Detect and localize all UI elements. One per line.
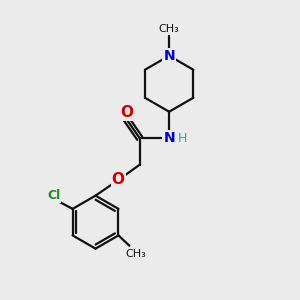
Text: CH₃: CH₃ — [159, 24, 179, 34]
Text: O: O — [112, 172, 125, 187]
Text: CH₃: CH₃ — [125, 249, 146, 259]
Text: H: H — [178, 132, 187, 145]
Text: N: N — [163, 131, 175, 145]
Text: O: O — [120, 105, 133, 120]
Text: Cl: Cl — [47, 189, 61, 202]
Text: N: N — [163, 49, 175, 63]
